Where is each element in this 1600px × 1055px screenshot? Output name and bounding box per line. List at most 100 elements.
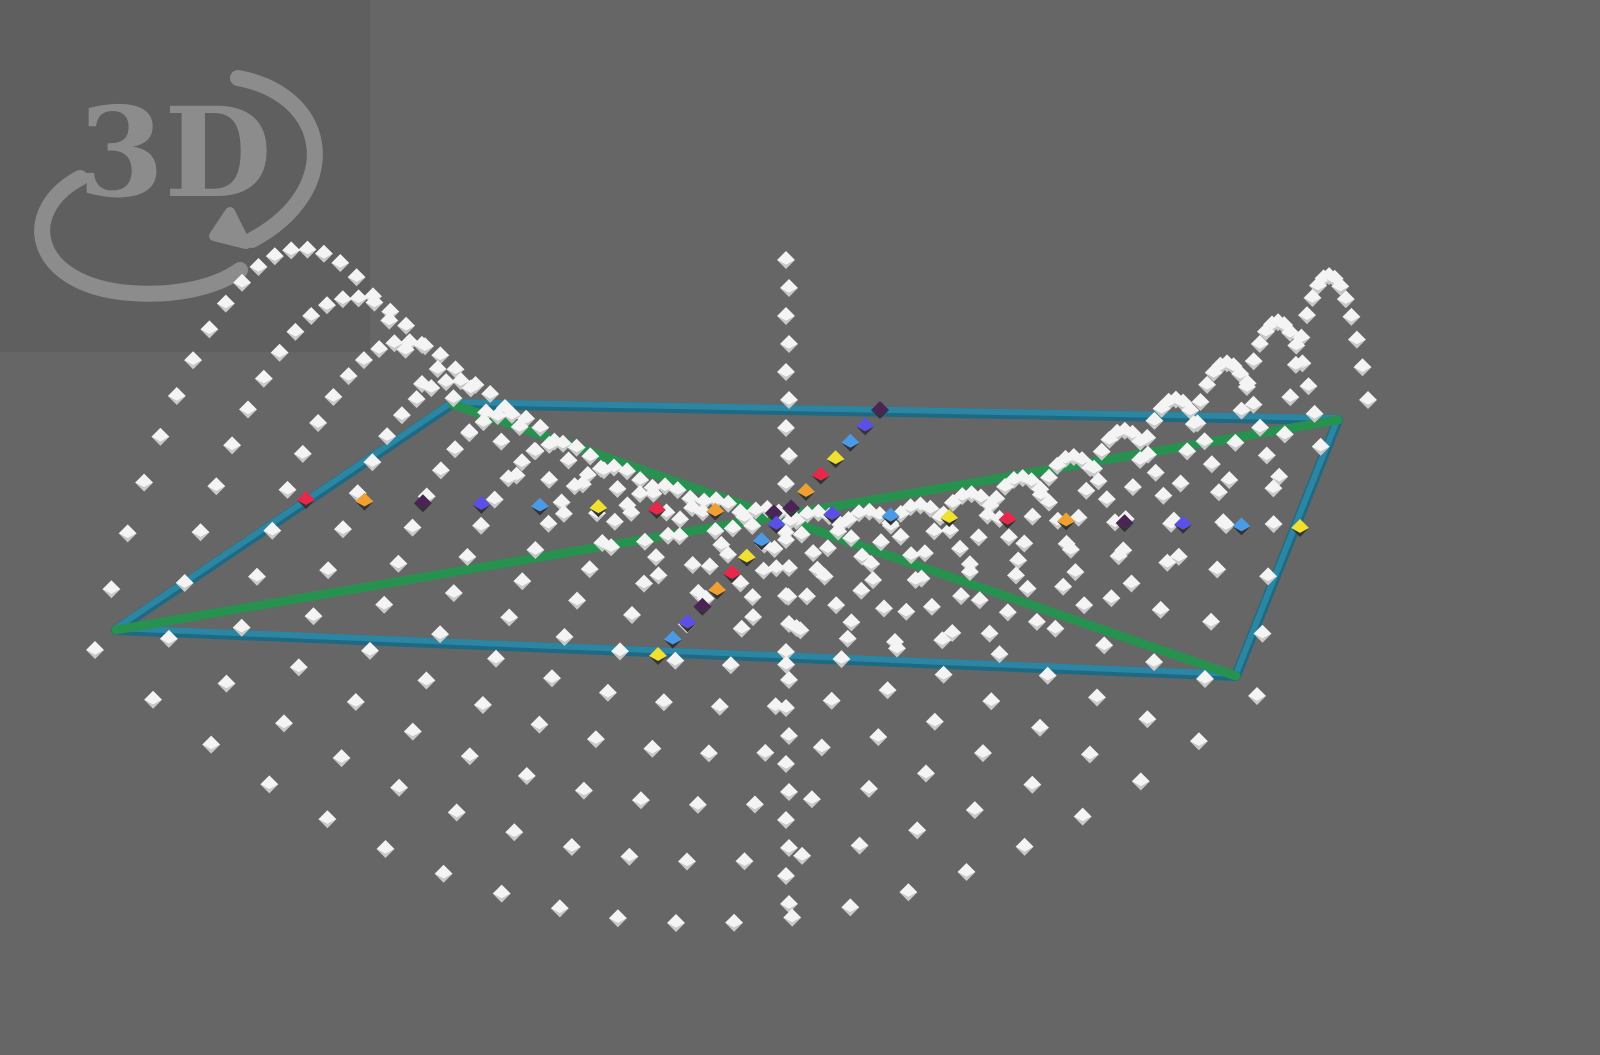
- diamond-bottom: [842, 622, 861, 632]
- diamond-top: [744, 608, 763, 623]
- diamond-top: [485, 490, 504, 505]
- diamond-top: [568, 591, 587, 606]
- diamond-bottom: [1145, 420, 1164, 430]
- surface-point: [202, 735, 221, 754]
- diamond-bottom: [1100, 439, 1119, 449]
- diamond-top: [908, 821, 927, 836]
- diamond-top: [818, 539, 837, 554]
- diamond-top: [915, 544, 934, 559]
- diamond-bottom: [1311, 446, 1330, 456]
- surface-point: [390, 778, 409, 797]
- axis-y-marker: [811, 466, 830, 485]
- diamond-bottom: [911, 505, 930, 515]
- surface-point: [586, 730, 605, 749]
- diamond-top: [822, 691, 841, 706]
- surface-point: [1264, 479, 1283, 498]
- diamond-top: [872, 533, 890, 548]
- surface-point: [1226, 433, 1245, 452]
- surface-point: [647, 548, 665, 567]
- diamond-top: [472, 516, 491, 531]
- surface-point: [513, 453, 531, 472]
- surface-point: [777, 251, 795, 269]
- diamond-top: [1257, 446, 1276, 461]
- surface-point: [732, 619, 751, 638]
- diamond-bottom: [286, 331, 305, 341]
- surface-point: [278, 480, 297, 499]
- diamond-top: [555, 628, 574, 642]
- diamond-top: [754, 561, 773, 576]
- diamond-bottom: [1305, 413, 1324, 423]
- surface-point: [102, 580, 121, 599]
- surface-point: [567, 438, 586, 457]
- diamond-top: [318, 296, 336, 311]
- diamond-bottom: [1208, 569, 1227, 579]
- surface-point: [1286, 355, 1305, 374]
- diamond-top: [635, 574, 653, 589]
- surface-point: [860, 779, 878, 798]
- diamond-bottom: [960, 572, 979, 581]
- diamond-bottom: [1275, 434, 1294, 444]
- diamond-top: [444, 389, 463, 404]
- diamond-bottom: [216, 303, 235, 313]
- diamond-top: [1174, 393, 1193, 408]
- surface-point: [1353, 358, 1372, 377]
- diamond-bottom: [881, 516, 900, 526]
- surface-point: [492, 432, 511, 451]
- diamond-top: [1184, 415, 1203, 430]
- axis-y-marker: [826, 450, 845, 469]
- diamond-bottom: [990, 519, 1009, 528]
- diamond-bottom: [354, 360, 373, 370]
- surface-point: [693, 503, 712, 522]
- diamond-bottom: [363, 462, 382, 472]
- 3d-badge[interactable]: 3D: [0, 0, 370, 352]
- surface-point: [777, 475, 795, 493]
- diamond-top: [743, 588, 762, 603]
- diamond-top: [191, 523, 210, 538]
- diamond-top: [745, 795, 764, 810]
- diamond-bottom: [869, 737, 888, 747]
- surface-point: [513, 572, 532, 591]
- diamond-top: [437, 373, 456, 388]
- surface-point: [842, 529, 861, 548]
- diamond-top: [1031, 485, 1050, 500]
- diamond-top: [1015, 534, 1034, 549]
- surface-point: [608, 480, 627, 498]
- diamond-bottom: [1204, 372, 1223, 382]
- diamond-bottom: [780, 680, 798, 689]
- diamond-bottom: [780, 344, 798, 353]
- diamond-top: [1122, 574, 1141, 589]
- diamond-bottom: [446, 449, 465, 459]
- surface-point: [376, 840, 395, 858]
- surface-point: [618, 462, 637, 481]
- diamond-bottom: [1251, 427, 1270, 437]
- diamond-top: [777, 755, 795, 769]
- diamond-bottom: [1115, 523, 1134, 533]
- diamond-top: [852, 581, 871, 596]
- diamond-bottom: [254, 378, 273, 388]
- surface-point: [492, 884, 511, 903]
- diamond-bottom: [978, 515, 997, 525]
- diamond-bottom: [1244, 404, 1263, 414]
- diamond-bottom: [667, 923, 685, 932]
- diamond-top: [554, 434, 572, 449]
- diamond-top: [363, 453, 382, 468]
- diamond-bottom: [668, 490, 687, 500]
- surface-point: [1253, 624, 1272, 643]
- surface-point: [719, 545, 737, 564]
- diamond-top: [780, 279, 798, 293]
- diamond-top: [500, 608, 519, 623]
- surface-point: [135, 473, 154, 492]
- diamond-bottom: [1109, 556, 1128, 566]
- diamond-top: [925, 712, 944, 727]
- diamond-bottom: [719, 503, 738, 513]
- surface-point: [798, 587, 816, 606]
- diamond-top: [552, 493, 571, 508]
- diamond-bottom: [472, 504, 491, 514]
- surface-point: [1158, 553, 1177, 572]
- diamond-bottom: [1106, 522, 1124, 532]
- surface-point: [943, 624, 962, 642]
- surface-point: [334, 520, 352, 539]
- diamond-bottom: [912, 578, 931, 588]
